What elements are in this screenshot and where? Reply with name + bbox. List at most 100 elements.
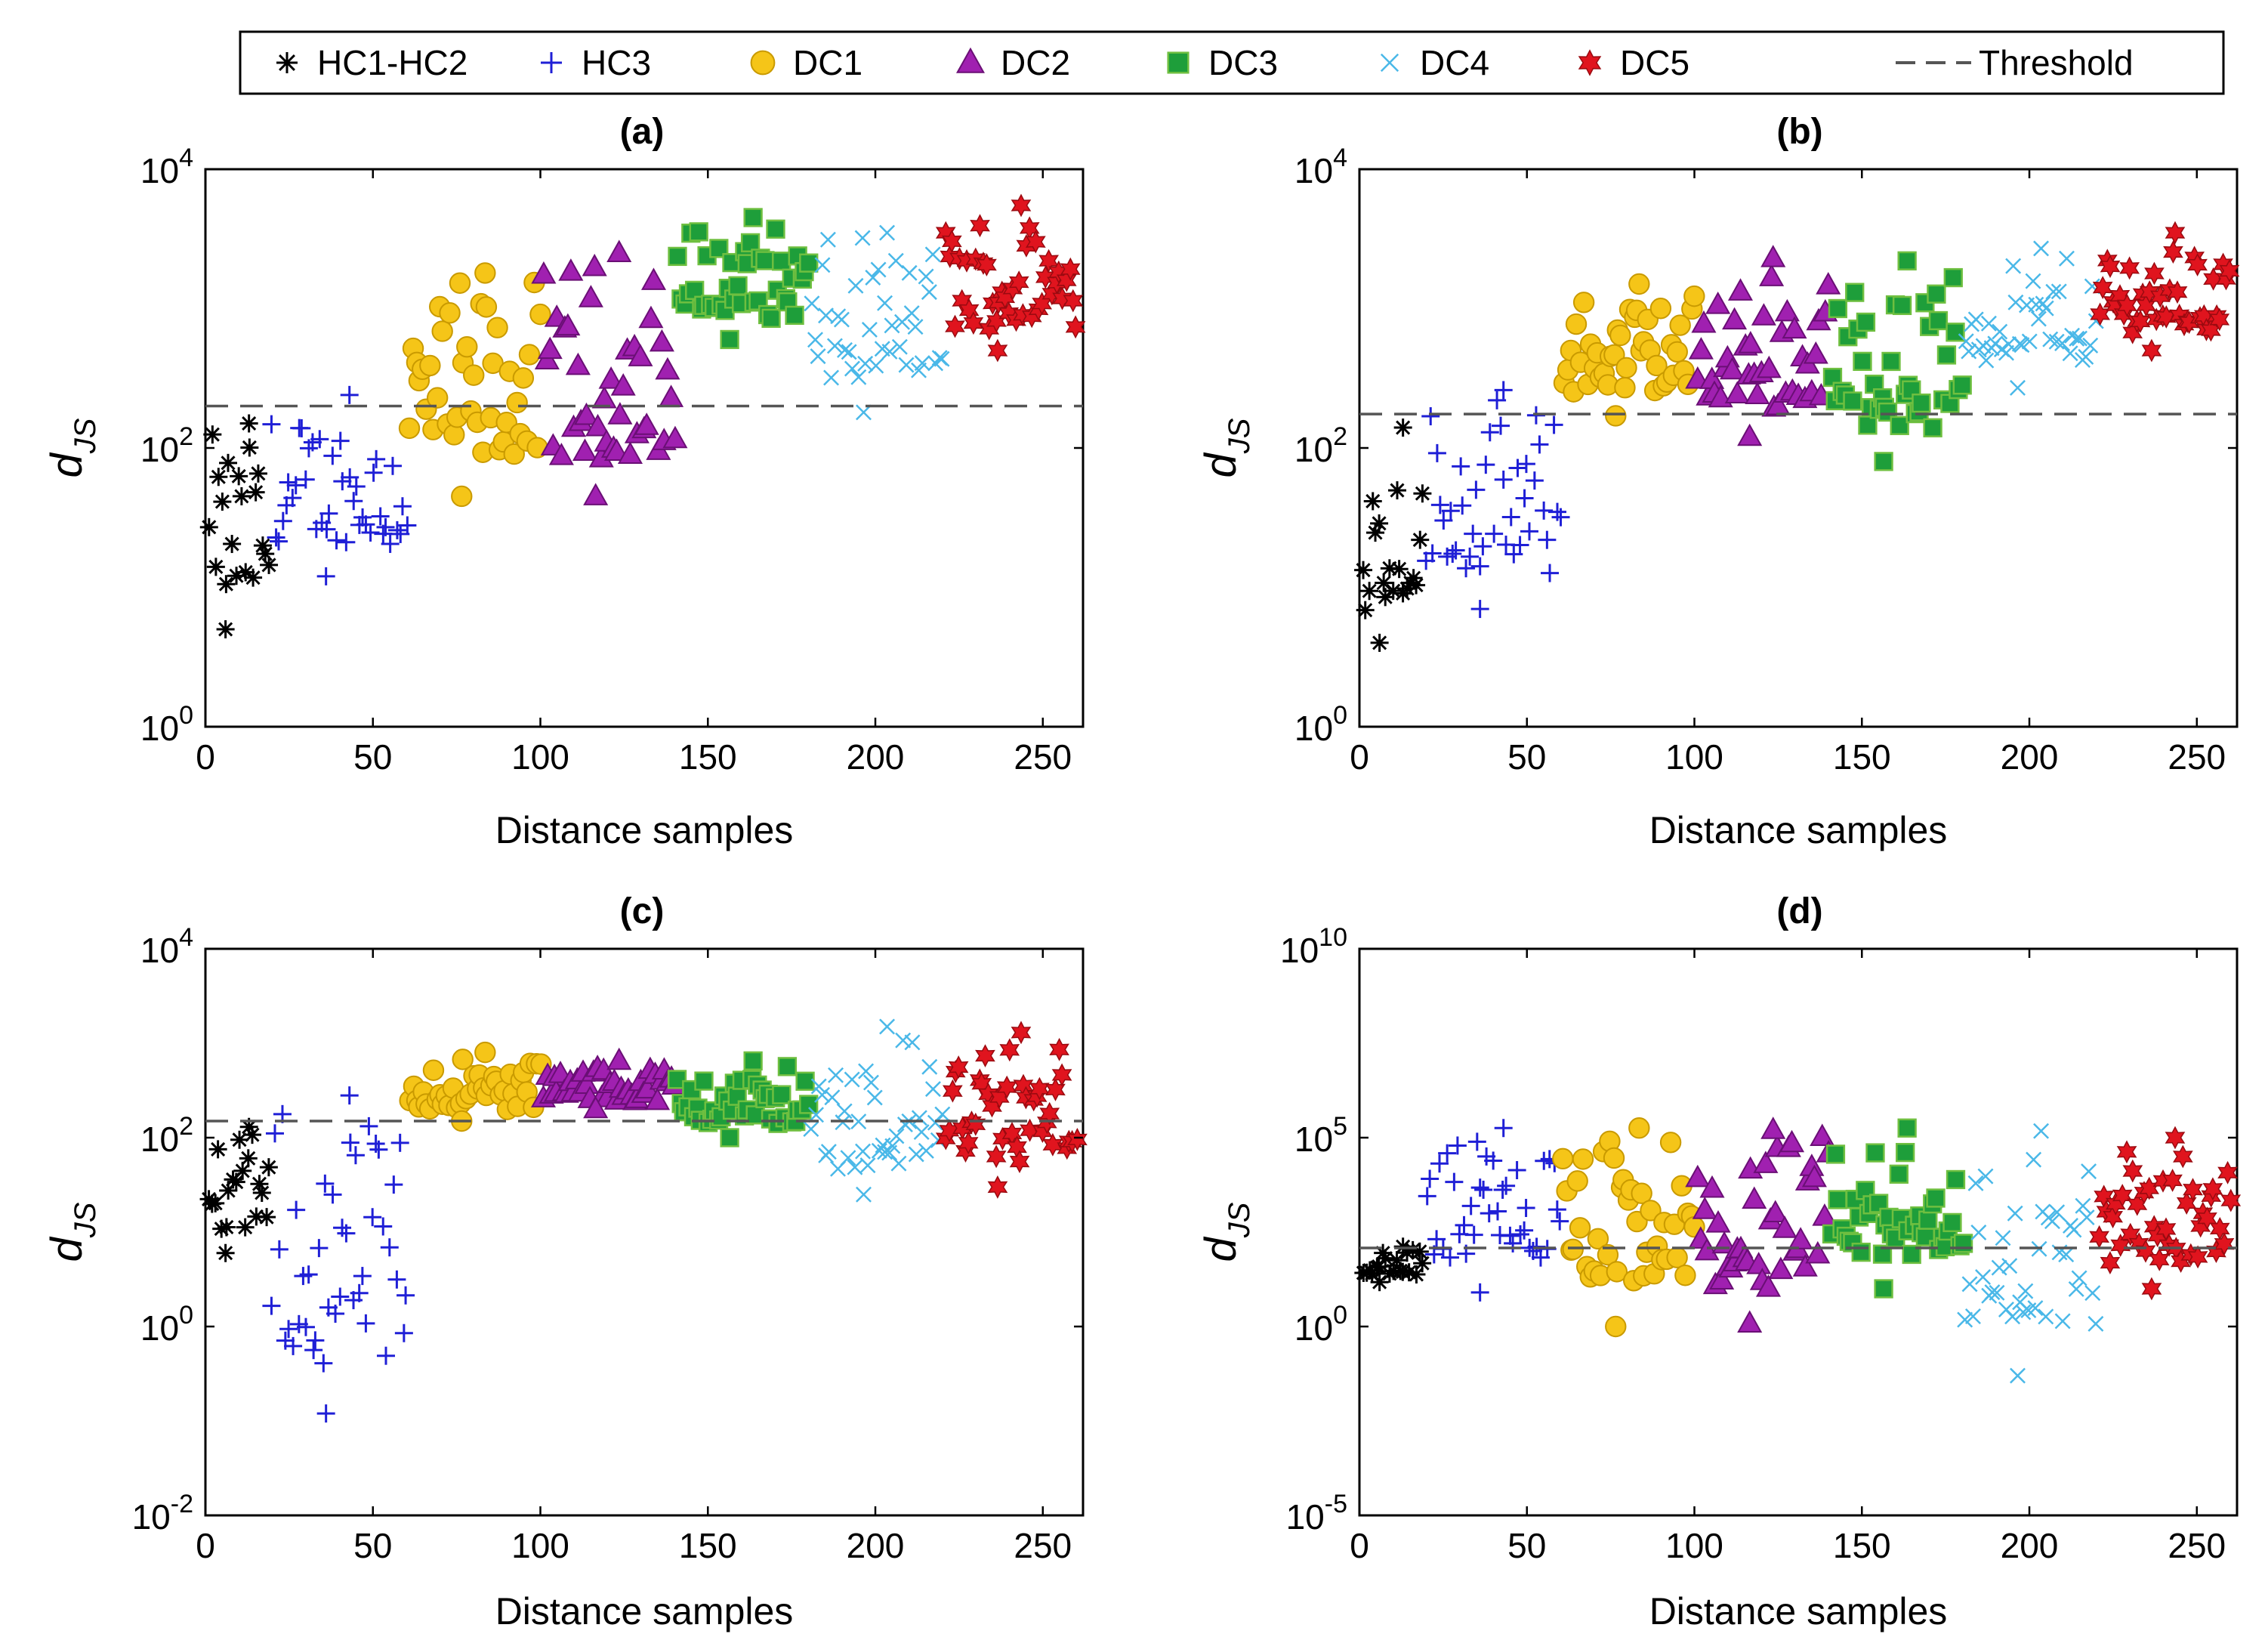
point-hc3 [296,1317,315,1336]
point-dc2 [1759,264,1785,286]
point-dc1-max [1628,273,1650,295]
point-dc5 [2089,1225,2110,1249]
point-dc1 [431,320,453,342]
point-dc3 [799,1095,819,1114]
point-hc3 [286,476,305,495]
point-hc1-hc2 [1407,576,1426,595]
point-hc1-hc2 [223,535,242,554]
legend-label-dc1: DC1 [793,43,862,82]
point-dc1 [1614,377,1636,399]
point-dc2 [558,258,584,281]
x-tick-label: 200 [847,1526,905,1565]
y-tick-label: 104 [1294,144,1347,190]
point-dc2 [1805,1240,1831,1264]
point-hc3-min [1470,600,1489,619]
x-tick-label: 150 [1833,1526,1891,1565]
point-dc2 [578,285,603,307]
point-dc3 [772,252,791,271]
point-hc3 [1504,1234,1523,1252]
point-dc2 [645,1087,671,1110]
point-dc4 [2062,345,2078,362]
point-hc3 [323,1185,342,1204]
point-dc3 [689,222,708,242]
panel-b-ylabel-sub: JS [1223,418,1256,454]
point-hc3 [1515,1221,1534,1240]
point-dc4-max [2033,1123,2050,1139]
point-dc5 [2162,1169,2183,1192]
legend-label-dc2: DC2 [1001,43,1070,82]
point-dc5 [1065,315,1086,339]
point-hc3 [270,1240,289,1259]
point-hc1-hc2 [246,483,265,502]
point-hc3-max [340,1086,359,1105]
point-dc4 [2078,348,2094,365]
point-dc5 [2187,1245,2208,1269]
panel-d-xlabel: Distance samples [1649,1590,1948,1632]
point-hc3 [304,1341,323,1360]
point-dc4 [2048,333,2065,350]
point-hc3 [376,1346,395,1365]
point-dc4 [1961,1276,1978,1293]
point-dc2 [659,385,684,407]
point-hc3 [1525,471,1544,490]
point-dc4 [826,338,843,354]
point-dc4 [2044,1213,2060,1230]
point-dc1 [1666,1246,1688,1268]
point-hc3 [1453,496,1472,515]
point-dc4 [2071,1270,2087,1286]
point-dc2 [1772,1215,1797,1238]
point-hc3 [1492,416,1510,435]
point-dc5-min [2141,1277,2162,1301]
panel-d-title: (d) [1776,891,1822,931]
point-hc1-hc2 [244,568,263,587]
point-dc5 [1020,1118,1040,1142]
panel-a-ticks: 0 50 100 150 200 250 100 102 104 [140,144,1083,777]
point-dc3 [795,1071,815,1091]
point-hc3 [398,516,417,535]
point-dc2 [1742,1186,1767,1209]
point-hc1-hc2 [252,1184,271,1203]
point-hc3 [1452,457,1470,476]
point-dc1 [1569,1217,1591,1239]
point-dc4 [868,357,884,374]
panel-a-ylabel-main: d [42,452,91,477]
point-hc3 [319,504,338,523]
point-hc3 [1480,423,1499,442]
legend-label-dc3: DC3 [1208,43,1278,82]
x-tick-label: 0 [196,1526,215,1565]
point-dc3 [766,219,785,239]
point-hc3 [1480,1204,1498,1223]
point-dc4 [859,1157,876,1174]
point-dc4 [877,295,893,311]
point-dc5 [945,314,965,338]
point-hc1-hc2-min [1370,1273,1389,1292]
point-dc4 [914,355,930,372]
point-dc4 [877,1144,893,1160]
point-dc3 [777,1057,798,1076]
point-hc3-max [1494,381,1513,400]
point-dc2 [1691,310,1717,333]
point-hc3 [1421,407,1440,426]
point-dc4 [2015,1304,2032,1320]
point-dc5-max [2165,1126,2186,1150]
point-hc3 [1467,480,1486,499]
point-dc4 [818,307,835,324]
point-dc3 [1902,1244,1921,1265]
point-dc4 [1980,315,1997,332]
point-dc4 [911,1110,927,1126]
y-tick-label: 105 [1294,1112,1347,1159]
panel-d-points [1354,1117,2242,1384]
panel-a-title: (a) [620,112,665,152]
point-hc3 [262,415,281,434]
point-hc3 [1477,456,1495,474]
point-hc3 [283,489,302,508]
point-hc1-hc2 [1387,481,1406,500]
point-hc3 [390,1133,409,1152]
point-dc3 [1953,1234,1973,1253]
point-dc5 [2214,1232,2235,1256]
point-hc1-hc2 [260,555,279,574]
point-dc4 [820,1144,837,1160]
point-dc4 [2007,1205,2023,1222]
legend-label-hc3: HC3 [582,43,651,82]
point-dc4 [2035,295,2051,312]
